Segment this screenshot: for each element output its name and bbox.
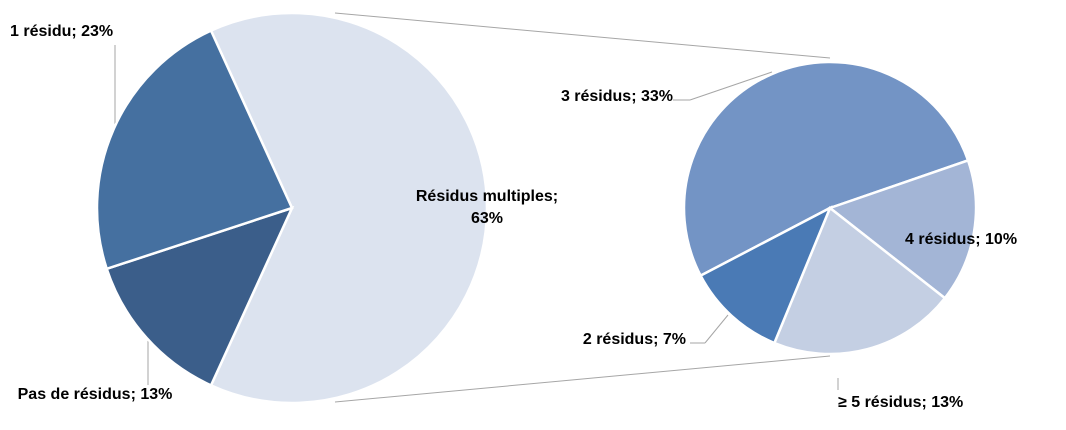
pie-slice [698, 205, 833, 345]
data-label: 3 résidus; 33% [560, 88, 673, 105]
pie-slice [827, 158, 978, 300]
pie-slice [682, 60, 970, 278]
data-label: Pas de résidus; 13% [17, 386, 173, 403]
leader-line [689, 71, 773, 101]
pie-slice [95, 28, 294, 271]
pie-slice [772, 205, 947, 356]
connector-line [334, 355, 831, 403]
data-label: 1 résidu; 23% [10, 23, 114, 40]
data-label: 2 résidus; 7% [582, 331, 686, 348]
pie-slice [105, 205, 295, 388]
pie-slice [209, 11, 489, 405]
data-label: Résidus multiples; 63% [415, 188, 559, 227]
leader-line [704, 314, 729, 344]
data-label: 4 résidus; 10% [905, 231, 1018, 248]
connector-line [334, 12, 831, 59]
data-label: ≥ 5 résidus; 13% [838, 394, 964, 411]
